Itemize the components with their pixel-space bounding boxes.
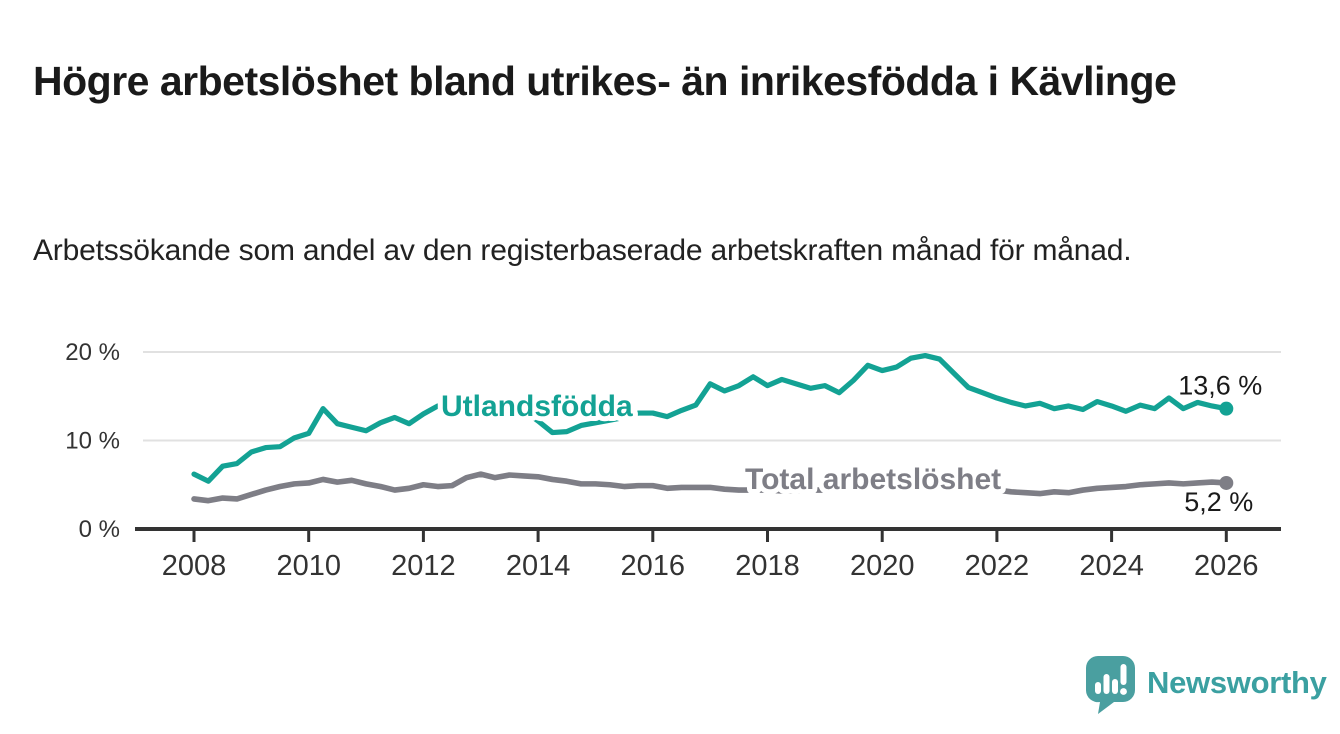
endpoint-value-total: 5,2 % bbox=[1184, 487, 1253, 517]
y-tick-label: 20 % bbox=[65, 339, 120, 366]
x-tick-label: 2024 bbox=[1079, 550, 1144, 582]
x-tick-label: 2016 bbox=[621, 550, 686, 582]
series-label-total: Total arbetslöshet bbox=[745, 463, 1001, 496]
newsworthy-logo-icon bbox=[1086, 656, 1135, 714]
x-tick-label: 2022 bbox=[965, 550, 1030, 582]
x-tick-label: 2010 bbox=[276, 550, 341, 582]
x-tick-label: 2014 bbox=[506, 550, 571, 582]
x-tick-label: 2008 bbox=[162, 550, 227, 582]
x-tick-label: 2018 bbox=[735, 550, 800, 582]
endpoint-dot-utlandsfodda bbox=[1219, 401, 1234, 416]
chart-subtitle: Arbetssökande som andel av den registerb… bbox=[33, 234, 1132, 267]
x-tick-label: 2026 bbox=[1194, 550, 1259, 582]
series-line-utlandsfodda bbox=[191, 352, 1229, 484]
y-tick-label: 10 % bbox=[65, 428, 120, 455]
series-label-utlandsfodda: Utlandsfödda bbox=[441, 390, 633, 423]
chart-title: Högre arbetslöshet bland utrikes- än inr… bbox=[33, 58, 1177, 105]
x-tick-label: 2020 bbox=[850, 550, 915, 582]
endpoint-dot-total bbox=[1219, 475, 1234, 490]
newsworthy-logo: Newsworthy bbox=[1086, 656, 1327, 718]
endpoint-value-utlandsfodda: 13,6 % bbox=[1178, 371, 1262, 401]
x-tick-label: 2012 bbox=[391, 550, 456, 582]
newsworthy-logo-text: Newsworthy bbox=[1147, 665, 1327, 700]
y-tick-label: 0 % bbox=[79, 516, 120, 543]
series-line-total bbox=[191, 471, 1230, 504]
